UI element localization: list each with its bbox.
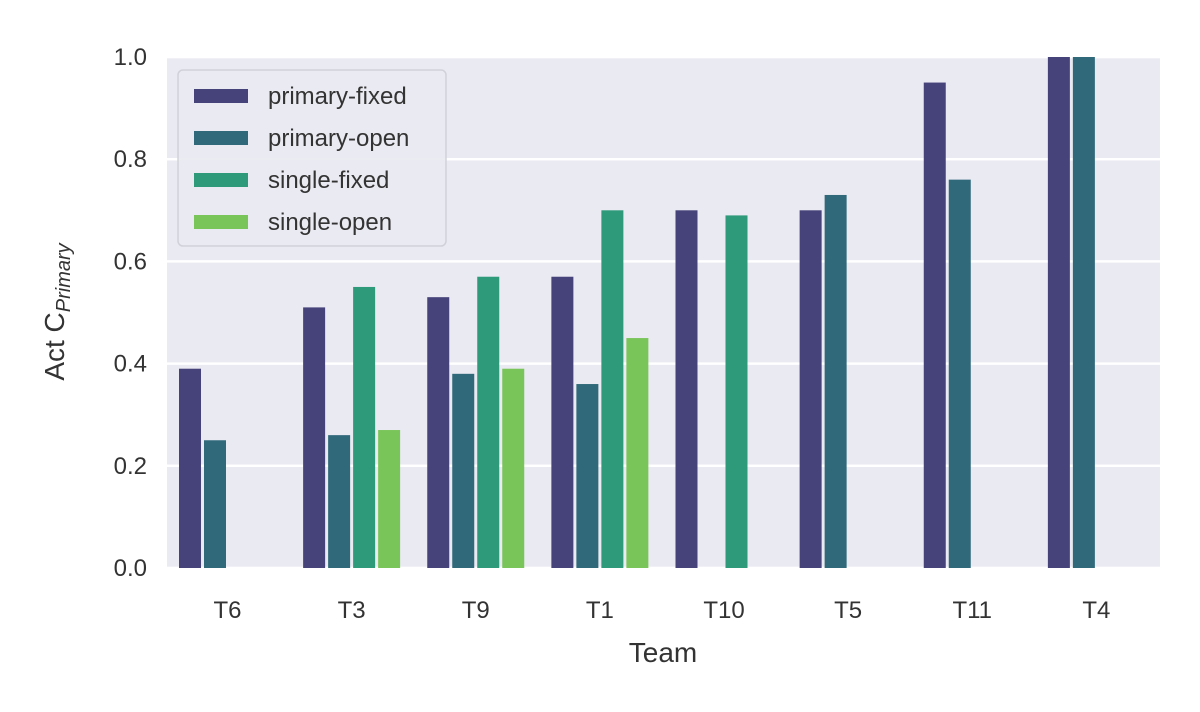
bar-primary-open-T6 bbox=[204, 440, 226, 568]
y-tick-label: 0.2 bbox=[114, 453, 147, 480]
bar-primary-open-T1 bbox=[576, 384, 599, 568]
bar-primary-open-T4 bbox=[1072, 57, 1095, 568]
legend-box bbox=[177, 69, 447, 247]
bar-primary-fixed-T1 bbox=[551, 276, 574, 568]
legend: primary-fixed primary-open single-fixed sin… bbox=[177, 69, 447, 247]
bar-primary-open-T3 bbox=[328, 435, 351, 568]
legend-swatch-single-open bbox=[194, 215, 248, 229]
bar-single-fixed-T3 bbox=[353, 286, 376, 568]
y-axis-title-main: Act C bbox=[39, 312, 70, 380]
x-axis-title: Team bbox=[629, 637, 697, 668]
bar-primary-fixed-T9 bbox=[427, 297, 450, 568]
bar-single-fixed-T1 bbox=[601, 210, 624, 569]
bar-single-fixed-T9 bbox=[477, 276, 500, 568]
bar-primary-open-T9 bbox=[452, 373, 475, 568]
bar-primary-fixed-T4 bbox=[1047, 57, 1070, 568]
y-tick-label: 0.4 bbox=[114, 351, 147, 378]
legend-label-single-fixed: single-fixed bbox=[268, 167, 389, 194]
legend-swatch-single-fixed bbox=[194, 173, 248, 187]
legend-swatch-primary-fixed bbox=[194, 89, 248, 103]
bars bbox=[179, 57, 1095, 569]
x-tick-label: T6 bbox=[213, 597, 241, 624]
x-tick-label: T3 bbox=[338, 597, 366, 624]
legend-label-single-open: single-open bbox=[268, 209, 392, 236]
bar-single-open-T3 bbox=[378, 430, 401, 568]
x-tick-label: T1 bbox=[586, 597, 614, 624]
y-axis-title: Act CPrimary bbox=[39, 242, 75, 380]
x-tick-label: T5 bbox=[834, 597, 862, 624]
x-tick-labels: T6 T3 T9 T1 T10 T5 T11 T4 bbox=[213, 597, 1110, 624]
y-tick-labels: 0.0 0.2 0.4 0.6 0.8 1.0 bbox=[114, 44, 147, 582]
x-tick-label: T4 bbox=[1082, 597, 1110, 624]
legend-label-primary-fixed: primary-fixed bbox=[268, 83, 407, 110]
bar-primary-fixed-T6 bbox=[179, 368, 201, 568]
bar-single-open-T1 bbox=[626, 338, 649, 568]
bar-single-fixed-T10 bbox=[725, 215, 748, 568]
bar-primary-fixed-T11 bbox=[923, 82, 946, 569]
bar-primary-fixed-T3 bbox=[303, 307, 326, 568]
x-tick-label: T10 bbox=[703, 597, 744, 624]
bar-single-open-T9 bbox=[502, 368, 525, 568]
x-tick-label: T11 bbox=[952, 597, 992, 624]
x-tick-label: T9 bbox=[462, 597, 490, 624]
legend-swatch-primary-open bbox=[194, 131, 248, 145]
bar-primary-open-T5 bbox=[824, 194, 847, 568]
y-tick-label: 1.0 bbox=[114, 44, 147, 71]
bar-primary-fixed-T5 bbox=[799, 210, 822, 569]
y-tick-label: 0.8 bbox=[114, 146, 147, 173]
y-tick-label: 0.0 bbox=[114, 555, 147, 582]
legend-label-primary-open: primary-open bbox=[268, 125, 409, 152]
bar-primary-fixed-T10 bbox=[675, 210, 698, 569]
y-tick-label: 0.6 bbox=[114, 248, 147, 275]
y-axis-title-subscript: Primary bbox=[53, 242, 75, 312]
bar-primary-open-T11 bbox=[948, 179, 971, 568]
